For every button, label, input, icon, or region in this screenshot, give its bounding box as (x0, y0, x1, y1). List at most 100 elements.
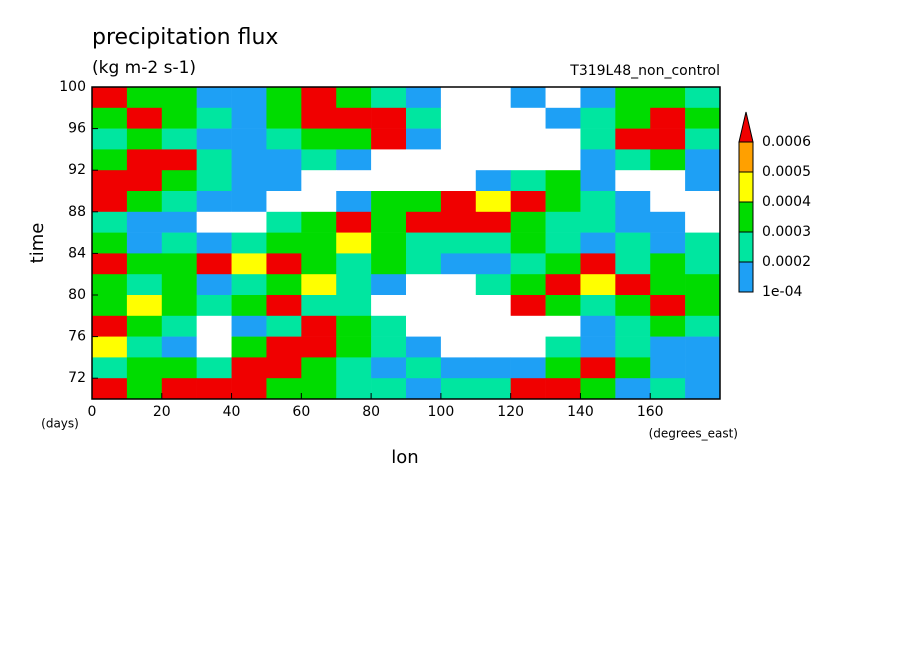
cell (161, 191, 197, 213)
cell (615, 191, 651, 213)
cell (196, 232, 232, 254)
cell (475, 211, 511, 233)
y-axis-unit: (days) (41, 417, 79, 431)
cell (580, 357, 616, 379)
x-axis-unit: (degrees_east) (649, 427, 738, 441)
x-axis-label: lon (391, 447, 418, 468)
cell (406, 128, 442, 150)
cell (615, 274, 651, 296)
cell (440, 253, 477, 275)
x-tick-label: 160 (637, 404, 664, 420)
cell (126, 232, 163, 254)
cell (301, 253, 337, 275)
cell (196, 378, 232, 400)
plot-frame (91, 86, 721, 400)
cell (580, 315, 616, 337)
cell (615, 295, 651, 317)
cell (266, 232, 302, 254)
cell (231, 253, 267, 275)
cell (615, 170, 651, 192)
cell (92, 149, 128, 171)
y-tick-label: 100 (59, 79, 86, 95)
cell (440, 87, 477, 109)
cell (126, 378, 163, 400)
cell (406, 170, 442, 192)
cell (615, 107, 651, 129)
cell (685, 128, 721, 150)
cell (336, 87, 372, 109)
cell (126, 253, 163, 275)
cell (301, 315, 337, 337)
cell (161, 170, 197, 192)
cell (475, 253, 511, 275)
cell (301, 170, 337, 192)
cell (371, 107, 407, 129)
cell (545, 378, 581, 400)
cell (545, 107, 581, 129)
cell (371, 357, 407, 379)
cell (266, 336, 302, 358)
run-name: T319L48_non_control (569, 63, 720, 79)
cell (510, 128, 546, 150)
cell (510, 253, 546, 275)
cell (301, 357, 337, 379)
cell (161, 211, 197, 233)
cell (196, 315, 232, 337)
cell (196, 274, 232, 296)
cell (545, 170, 581, 192)
cell (266, 274, 302, 296)
cell (650, 274, 686, 296)
cell (580, 253, 616, 275)
cell (510, 211, 546, 233)
cell (336, 336, 372, 358)
cell (126, 128, 163, 150)
cell (126, 336, 163, 358)
cell (440, 274, 477, 296)
cell (231, 87, 267, 109)
cell (650, 107, 686, 129)
cell (615, 336, 651, 358)
cell (196, 336, 232, 358)
cell (440, 107, 477, 129)
cell (580, 87, 616, 109)
cell (371, 315, 407, 337)
cell (406, 336, 442, 358)
cell (231, 128, 267, 150)
cell (126, 357, 163, 379)
cell (510, 107, 546, 129)
cell (301, 232, 337, 254)
colorbar-extend (738, 111, 754, 143)
cell (580, 378, 616, 400)
cell (336, 357, 372, 379)
cell (685, 211, 721, 233)
cell (301, 295, 337, 317)
cell (336, 128, 372, 150)
cell (580, 128, 616, 150)
cell (161, 87, 197, 109)
cell (231, 274, 267, 296)
cell (266, 253, 302, 275)
cell (301, 149, 337, 171)
cell (126, 295, 163, 317)
cell (406, 378, 442, 400)
cell (685, 149, 721, 171)
cell (92, 253, 128, 275)
cell (301, 378, 337, 400)
cell (440, 211, 477, 233)
cell (440, 191, 477, 213)
cell (231, 107, 267, 129)
cell (615, 128, 651, 150)
cell (615, 378, 651, 400)
cell (196, 107, 232, 129)
y-tick-label: 84 (68, 245, 86, 261)
x-tick-label: 20 (153, 404, 171, 420)
cell (650, 378, 686, 400)
cell (475, 170, 511, 192)
cell (301, 87, 337, 109)
cell (161, 357, 197, 379)
cell (475, 378, 511, 400)
cell (371, 295, 407, 317)
cell (92, 170, 128, 192)
cell (650, 211, 686, 233)
cell (545, 336, 581, 358)
